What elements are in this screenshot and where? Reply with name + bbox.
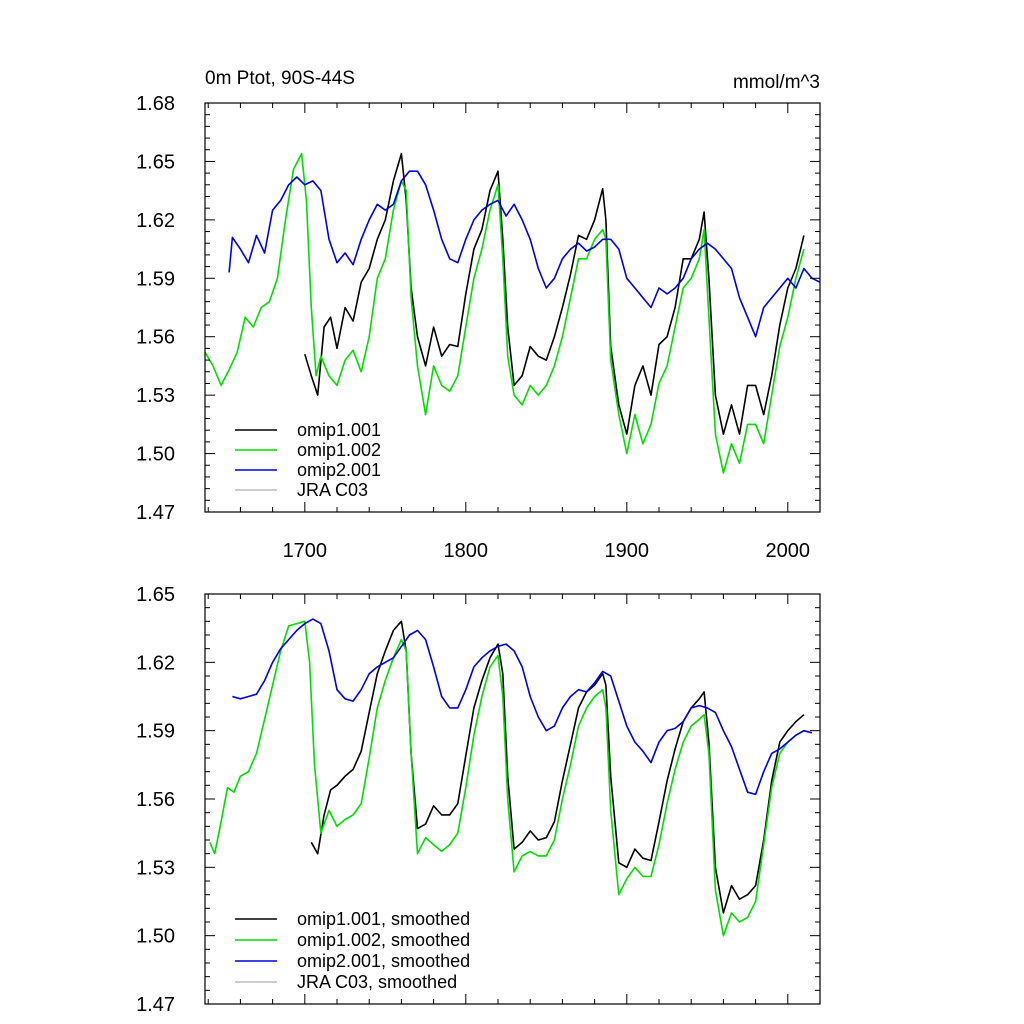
legend-label: omip1.002: [297, 440, 381, 460]
legend-label: omip1.001: [297, 420, 381, 440]
y-tick-label: 1.50: [136, 926, 175, 948]
y-tick-label: 1.50: [136, 444, 175, 466]
series-line-2: [204, 152, 805, 474]
bottom-axis-ticks: 1.47 1.50 1.53 1.56 1.59 1.62 1.65: [136, 584, 821, 1016]
y-tick-label: 1.53: [136, 385, 175, 407]
y-tick-label: 1.59: [136, 268, 175, 290]
y-tick-label: 1.62: [136, 652, 175, 674]
top-panel: 0m Ptot, 90S-44S mmol/m^3 1700 1800 1900 20…: [136, 68, 821, 562]
bottom-series-group: [209, 618, 813, 937]
y-tick-label: 1.56: [136, 789, 175, 811]
units-label: mmol/m^3: [733, 72, 820, 93]
series-line-3: [228, 170, 821, 338]
legend-label: omip2.001, smoothed: [297, 951, 470, 971]
x-tick-label: 1700: [283, 540, 328, 562]
legend-label: JRA C03, smoothed: [297, 972, 457, 992]
y-tick-label: 1.62: [136, 210, 175, 232]
y-tick-label: 1.59: [136, 721, 175, 743]
legend-label: omip2.001: [297, 460, 381, 480]
bottom-panel: 1.47 1.50 1.53 1.56 1.59 1.62 1.65 omip1.001, …: [136, 584, 821, 1016]
legend-label: omip1.002, smoothed: [297, 930, 470, 950]
y-tick-label: 1.53: [136, 857, 175, 879]
y-tick-label: 1.65: [136, 151, 175, 173]
chart-title: 0m Ptot, 90S-44S: [205, 68, 355, 89]
y-tick-label: 1.65: [136, 584, 175, 606]
y-tick-label: 1.56: [136, 327, 175, 349]
series-line-1: [310, 620, 805, 914]
y-tick-label: 1.68: [136, 93, 175, 115]
y-tick-label: 1.47: [136, 994, 175, 1016]
series-line-2: [209, 620, 805, 937]
top-series-group: [204, 152, 821, 474]
series-line-1: [304, 152, 805, 435]
x-tick-label: 1900: [605, 540, 650, 562]
bottom-plot-frame: [204, 593, 821, 1005]
legend-label: JRA C03: [297, 480, 368, 500]
legend-label: omip1.001, smoothed: [297, 909, 470, 929]
y-tick-label: 1.47: [136, 502, 175, 524]
x-tick-label: 2000: [766, 540, 811, 562]
series-line-3: [232, 618, 813, 796]
x-tick-label: 1800: [444, 540, 489, 562]
top-axis-ticks: 1700 1800 1900 2000 1.47 1.50 1.53 1.56 1.59 1.62…: [136, 93, 821, 562]
top-plot-frame: [204, 102, 821, 513]
